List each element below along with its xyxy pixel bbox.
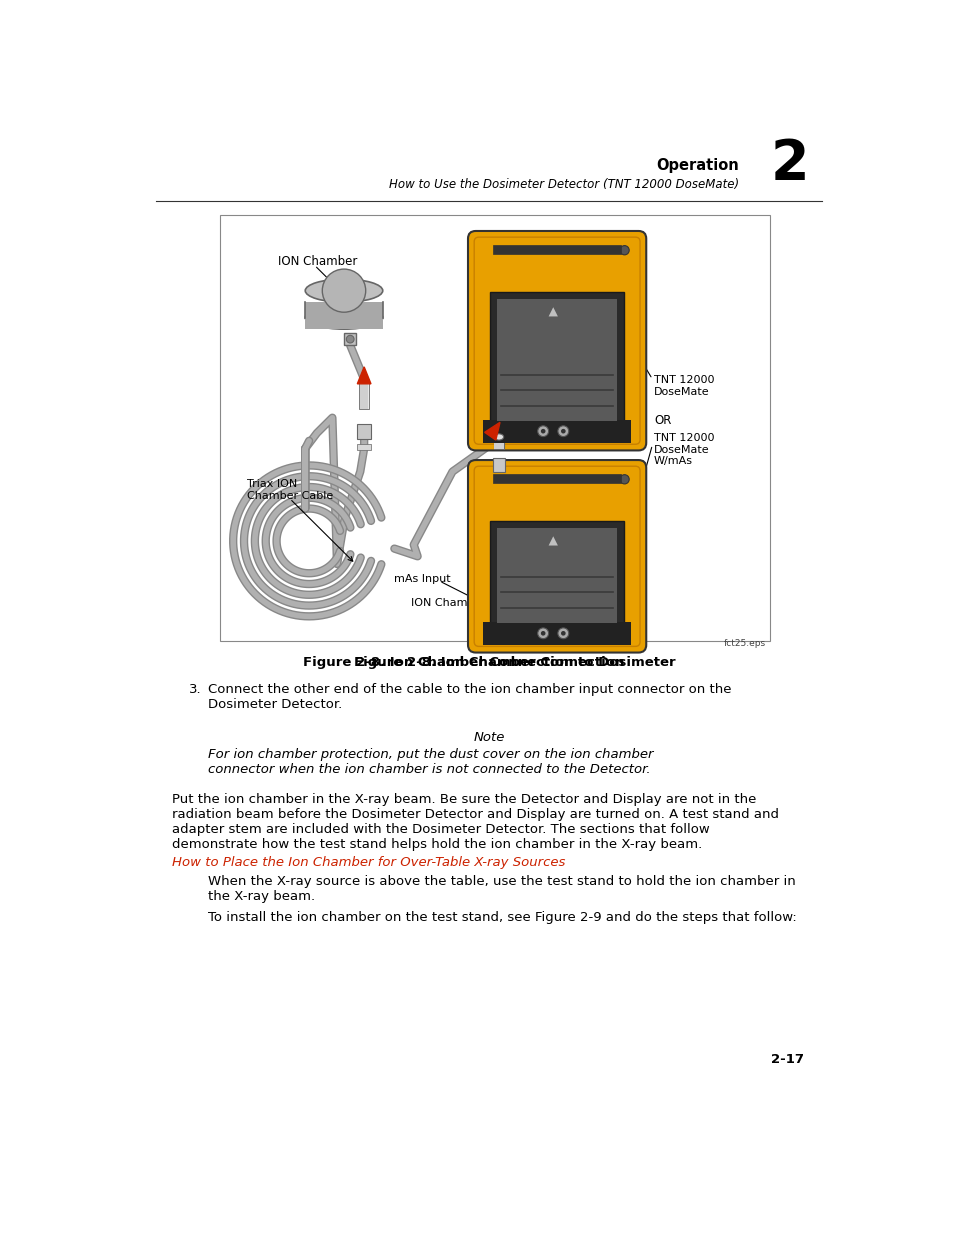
Ellipse shape (494, 433, 503, 440)
Text: For ion chamber protection, put the dust cover on the ion chamber
connector when: For ion chamber protection, put the dust… (208, 748, 653, 776)
Ellipse shape (359, 377, 369, 383)
Text: TNT 12000
DoseMate
W/mAs: TNT 12000 DoseMate W/mAs (654, 433, 714, 467)
Circle shape (540, 631, 545, 636)
Bar (305, 303, 382, 330)
Text: ION Chamber: ION Chamber (278, 254, 357, 268)
Circle shape (537, 426, 548, 436)
Bar (483, 621, 630, 645)
Polygon shape (484, 422, 499, 440)
Circle shape (560, 631, 565, 636)
Circle shape (558, 426, 568, 436)
Text: Figure 2-8. Ion Chamber Connection: Figure 2-8. Ion Chamber Connection (354, 656, 623, 669)
Bar (220, 215, 769, 641)
Text: Put the ion chamber in the X-ray beam. Be sure the Detector and Display are not : Put the ion chamber in the X-ray beam. B… (172, 793, 779, 851)
Bar (497, 299, 617, 421)
FancyBboxPatch shape (468, 231, 645, 451)
Text: When the X-ray source is above the table, use the test stand to hold the ion cha: When the X-ray source is above the table… (208, 876, 796, 903)
Bar (360, 380, 368, 409)
Bar (493, 458, 505, 472)
Bar (494, 425, 503, 448)
Ellipse shape (305, 306, 382, 330)
Text: OR: OR (654, 414, 671, 427)
Circle shape (560, 429, 565, 433)
Polygon shape (357, 367, 371, 384)
FancyBboxPatch shape (490, 291, 623, 429)
Circle shape (322, 269, 365, 312)
Text: Triax ION
Chamber Cable: Triax ION Chamber Cable (247, 479, 333, 501)
Text: Figure 2-8. Ion Chamber Connection to Dosimeter: Figure 2-8. Ion Chamber Connection to Do… (302, 656, 675, 669)
Bar (356, 443, 371, 450)
Polygon shape (548, 308, 558, 316)
Text: TNT 12000
DoseMate: TNT 12000 DoseMate (654, 375, 714, 396)
Circle shape (619, 246, 629, 254)
Circle shape (558, 627, 568, 638)
Text: 2: 2 (769, 137, 808, 190)
Text: How to Place the Ion Chamber for Over-Table X-ray Sources: How to Place the Ion Chamber for Over-Ta… (172, 856, 565, 869)
Text: How to Use the Dosimeter Detector (TNT 12000 DoseMate): How to Use the Dosimeter Detector (TNT 1… (389, 178, 739, 190)
Bar (344, 333, 356, 346)
Bar (494, 425, 503, 448)
Text: ION Chamber
Input: ION Chamber Input (466, 421, 541, 443)
Polygon shape (548, 536, 558, 546)
Text: Figure 2-8. Ion Chamber Connection to Dosimeter: Figure 2-8. Ion Chamber Connection to Do… (302, 656, 675, 669)
Ellipse shape (305, 279, 382, 303)
Circle shape (537, 627, 548, 638)
Text: Connect the other end of the cable to the ion chamber input connector on the
Dos: Connect the other end of the cable to th… (208, 683, 731, 711)
Text: Operation: Operation (656, 158, 739, 173)
Bar (483, 420, 630, 442)
Circle shape (346, 336, 354, 343)
Text: 3.: 3. (189, 683, 201, 697)
Text: ION Chamber Input: ION Chamber Input (411, 598, 518, 608)
Text: mAs Input: mAs Input (394, 574, 451, 584)
Text: fct25.eps: fct25.eps (723, 638, 765, 647)
FancyBboxPatch shape (474, 237, 639, 445)
Circle shape (619, 474, 629, 484)
Circle shape (540, 429, 545, 433)
Bar (356, 424, 371, 440)
Bar (497, 527, 617, 624)
Bar (493, 474, 620, 483)
Bar (493, 245, 620, 254)
FancyBboxPatch shape (490, 521, 623, 630)
Text: Note: Note (473, 731, 504, 745)
FancyBboxPatch shape (474, 466, 639, 646)
FancyBboxPatch shape (468, 461, 645, 652)
Bar (359, 380, 369, 409)
Text: 2-17: 2-17 (771, 1052, 803, 1066)
Text: To install the ion chamber on the test stand, see Figure 2-9 and do the steps th: To install the ion chamber on the test s… (208, 911, 797, 924)
